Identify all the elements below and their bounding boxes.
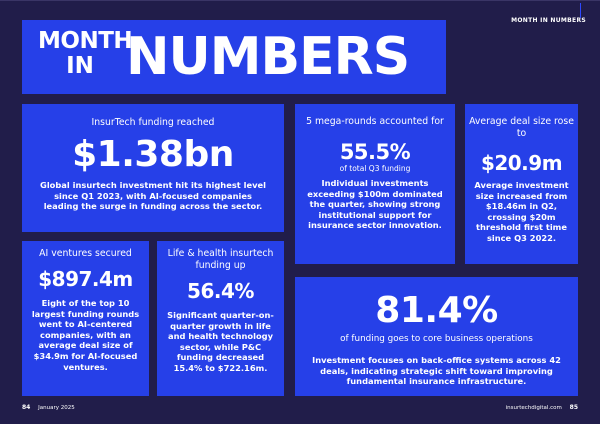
card-label: of funding goes to core business operati… bbox=[340, 334, 533, 344]
title-banner: MONTH IN NUMBERS bbox=[22, 20, 446, 94]
card-label: Life & health insurtech funding up bbox=[167, 248, 274, 271]
card-value: 81.4% bbox=[375, 290, 498, 331]
card-body: Eight of the top 10 largest funding roun… bbox=[31, 298, 140, 372]
card-label: AI ventures secured bbox=[39, 248, 132, 259]
card-body: Significant quarter-on-quarter growth in… bbox=[167, 310, 274, 373]
top-rule bbox=[0, 0, 600, 1]
card-subtitle: of total Q3 funding bbox=[339, 164, 411, 173]
page-number-right: 85 bbox=[569, 404, 578, 411]
card-label: InsurTech funding reached bbox=[91, 117, 215, 128]
card-body: Individual investments exceeding $100m d… bbox=[307, 178, 443, 231]
card-label: 5 mega-rounds accounted for bbox=[306, 116, 444, 127]
card-body: Average investment size increased from $… bbox=[474, 180, 569, 243]
card-label: Average deal size rose to bbox=[469, 116, 574, 139]
page-number-left: 84 bbox=[22, 404, 31, 411]
footer-right: insurtechdigital.com 85 bbox=[506, 404, 578, 411]
card-deal-size: Average deal size rose to $20.9m Average… bbox=[465, 104, 578, 264]
card-funding: InsurTech funding reached $1.38bn Global… bbox=[22, 104, 284, 232]
card-core-business: 81.4% of funding goes to core business o… bbox=[295, 277, 578, 396]
card-value: $897.4m bbox=[38, 267, 133, 291]
card-body: Investment focuses on back-office system… bbox=[312, 355, 561, 387]
footer-left: 84 January 2025 bbox=[22, 404, 75, 411]
card-body: Global insurtech investment hit its high… bbox=[40, 180, 266, 212]
accent-line bbox=[580, 3, 581, 18]
issue-date: January 2025 bbox=[38, 405, 75, 411]
section-label: MONTH IN NUMBERS bbox=[511, 17, 586, 24]
site-url: insurtechdigital.com bbox=[505, 405, 562, 411]
card-value: $1.38bn bbox=[72, 134, 234, 175]
card-value: 56.4% bbox=[187, 279, 254, 303]
card-mega-rounds: 5 mega-rounds accounted for 55.5% of tot… bbox=[295, 104, 455, 264]
card-value: $20.9m bbox=[480, 151, 563, 175]
title-in: IN bbox=[66, 53, 94, 79]
card-life-health: Life & health insurtech funding up 56.4%… bbox=[157, 241, 284, 396]
card-ai-ventures: AI ventures secured $897.4m Eight of the… bbox=[22, 241, 149, 396]
title-numbers: NUMBERS bbox=[126, 27, 410, 87]
title-month: MONTH bbox=[38, 28, 133, 54]
card-value: 55.5% bbox=[339, 140, 411, 164]
